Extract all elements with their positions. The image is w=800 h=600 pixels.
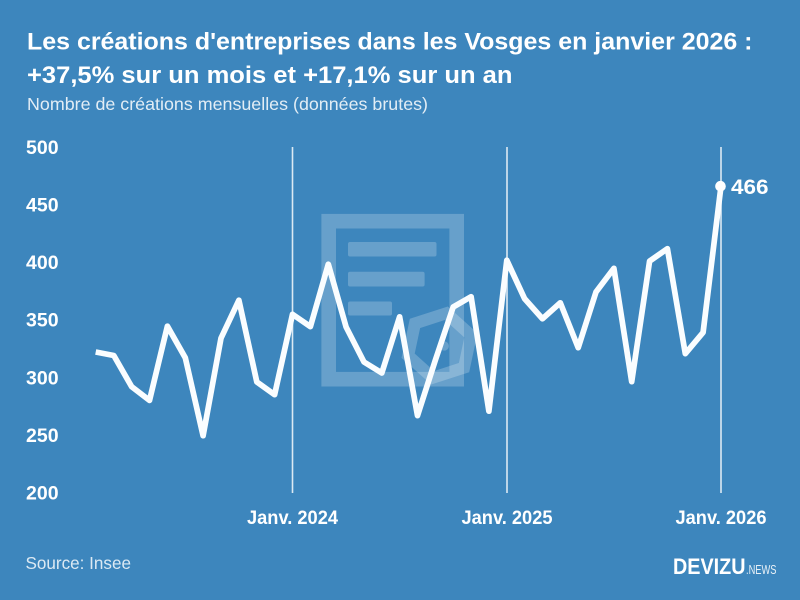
svg-text:DEVIZU: DEVIZU	[673, 554, 746, 579]
svg-text:250: 250	[26, 425, 59, 447]
svg-text:Les créations d'entreprises da: Les créations d'entreprises dans les Vos…	[27, 29, 752, 56]
svg-text:300: 300	[26, 367, 59, 389]
svg-text:+37,5% sur un mois et +17,1% s: +37,5% sur un mois et +17,1% sur un an	[27, 62, 513, 89]
svg-text:Nombre de créations mensuelles: Nombre de créations mensuelles (données …	[27, 94, 428, 114]
svg-text:200: 200	[26, 483, 59, 505]
svg-text:350: 350	[26, 310, 59, 332]
svg-text:Janv. 2025: Janv. 2025	[462, 507, 553, 529]
svg-text:466: 466	[731, 175, 769, 199]
svg-text:400: 400	[26, 252, 59, 274]
svg-text:450: 450	[26, 195, 59, 217]
svg-text:500: 500	[26, 137, 59, 159]
svg-text:Janv. 2024: Janv. 2024	[247, 507, 338, 529]
svg-text:.NEWS: .NEWS	[746, 562, 777, 577]
svg-text:Janv. 2026: Janv. 2026	[676, 507, 767, 529]
svg-text:Source: Insee: Source: Insee	[26, 553, 132, 573]
